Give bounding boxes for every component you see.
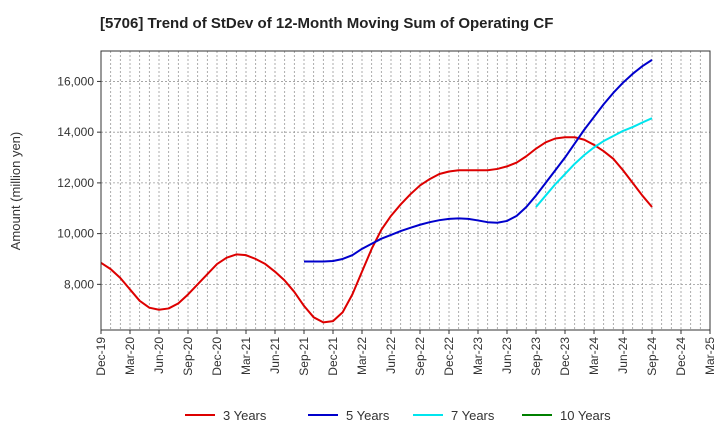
x-tick-label: Mar-21 — [239, 337, 253, 375]
x-tick-label: Dec-23 — [558, 337, 572, 376]
series-line — [535, 117, 653, 208]
y-tick-label: 12,000 — [57, 176, 94, 190]
legend-label: 3 Years — [223, 408, 267, 423]
y-axis-label: Amount (million yen) — [8, 132, 23, 251]
chart-title: [5706] Trend of StDev of 12-Month Moving… — [100, 15, 553, 32]
y-tick-label: 14,000 — [57, 125, 94, 139]
plot-frame — [100, 50, 711, 331]
x-tick-label: Mar-22 — [355, 337, 369, 375]
x-tick-label: Dec-21 — [326, 337, 340, 376]
y-tick-label: 10,000 — [57, 227, 94, 241]
x-tick-label: Mar-25 — [703, 337, 717, 375]
y-tick-label: 16,000 — [57, 74, 94, 88]
legend: 3 Years 5 Years 7 Years 10 Years — [185, 408, 611, 423]
grid — [101, 51, 710, 330]
x-tick-label: Jun-22 — [384, 337, 398, 374]
x-tick-label: Dec-22 — [442, 337, 456, 376]
legend-label: 10 Years — [560, 408, 611, 423]
y-axis: 8,000 10,000 12,000 14,000 16,000 — [57, 74, 101, 291]
x-tick-label: Dec-20 — [210, 337, 224, 376]
legend-label: 5 Years — [346, 408, 390, 423]
legend-label: 7 Years — [451, 408, 495, 423]
x-tick-label: Jun-20 — [152, 337, 166, 374]
series-lines — [100, 59, 653, 324]
x-tick-label: Sep-22 — [413, 337, 427, 376]
x-tick-label: Dec-19 — [94, 337, 108, 376]
x-tick-label: Jun-21 — [268, 337, 282, 374]
series-line — [304, 59, 653, 263]
x-tick-label: Sep-23 — [529, 337, 543, 376]
x-tick-label: Mar-20 — [123, 337, 137, 375]
x-tick-label: Mar-23 — [471, 337, 485, 375]
x-tick-label: Mar-24 — [587, 337, 601, 375]
y-tick-label: 8,000 — [64, 277, 94, 291]
x-tick-label: Jun-24 — [616, 337, 630, 374]
x-tick-label: Sep-24 — [645, 337, 659, 376]
x-tick-label: Sep-20 — [181, 337, 195, 376]
x-axis: Dec-19 Mar-20 Jun-20 Sep-20 Dec-20 Mar-21 Jun-… — [94, 330, 717, 376]
x-tick-label: Sep-21 — [297, 337, 311, 376]
series-line — [100, 136, 653, 324]
x-tick-label: Jun-23 — [500, 337, 514, 374]
x-tick-label: Dec-24 — [674, 337, 688, 376]
